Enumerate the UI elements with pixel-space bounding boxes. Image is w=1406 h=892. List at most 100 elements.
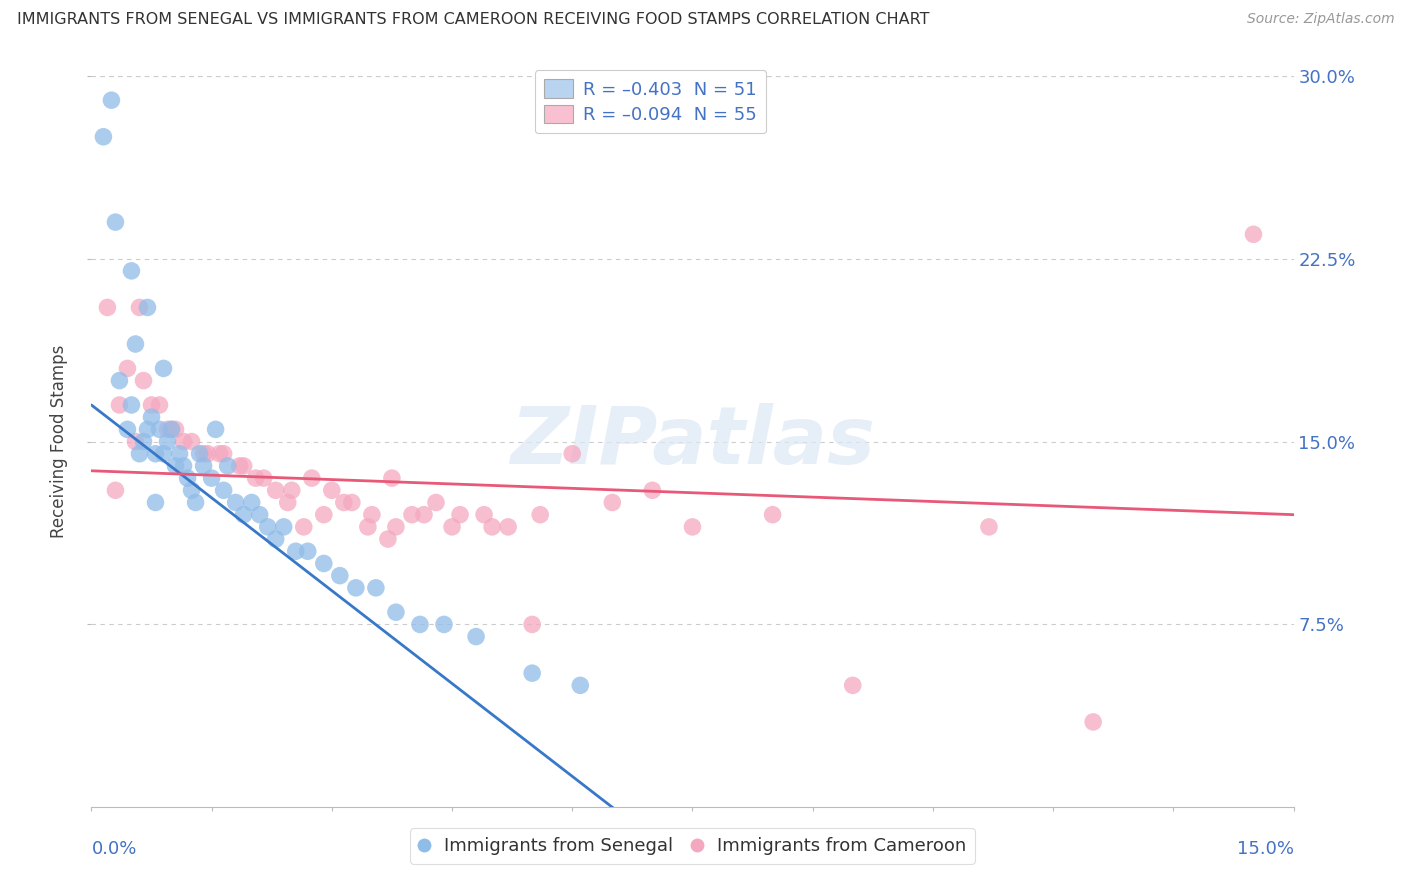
Point — [128, 447, 150, 461]
Point — [1243, 227, 1265, 242]
Point — [264, 483, 287, 498]
Point — [762, 508, 785, 522]
Point — [360, 508, 382, 522]
Point — [496, 520, 519, 534]
Point — [165, 422, 187, 436]
Point — [277, 495, 299, 509]
Point — [344, 581, 367, 595]
Point — [193, 458, 215, 473]
Point — [204, 422, 226, 436]
Point — [340, 495, 363, 509]
Point — [145, 495, 167, 509]
Point — [217, 458, 239, 473]
Point — [481, 520, 503, 534]
Point — [357, 520, 380, 534]
Point — [148, 398, 170, 412]
Point — [160, 422, 183, 436]
Point — [385, 520, 408, 534]
Point — [240, 495, 263, 509]
Point — [284, 544, 307, 558]
Point — [441, 520, 464, 534]
Point — [148, 422, 170, 436]
Point — [145, 447, 167, 461]
Y-axis label: Receiving Food Stamps: Receiving Food Stamps — [51, 345, 69, 538]
Text: 15.0%: 15.0% — [1236, 840, 1294, 858]
Point — [256, 520, 278, 534]
Point — [472, 508, 495, 522]
Point — [225, 495, 247, 509]
Point — [165, 458, 187, 473]
Point — [132, 374, 155, 388]
Point — [312, 557, 335, 571]
Point — [184, 495, 207, 509]
Point — [301, 471, 323, 485]
Point — [401, 508, 423, 522]
Point — [117, 361, 139, 376]
Point — [121, 264, 143, 278]
Point — [413, 508, 436, 522]
Point — [104, 215, 127, 229]
Point — [212, 447, 235, 461]
Point — [152, 447, 174, 461]
Point — [180, 483, 202, 498]
Point — [641, 483, 664, 498]
Point — [297, 544, 319, 558]
Point — [292, 520, 315, 534]
Point — [977, 520, 1000, 534]
Point — [132, 434, 155, 449]
Text: 0.0%: 0.0% — [91, 840, 136, 858]
Point — [602, 495, 624, 509]
Point — [449, 508, 471, 522]
Point — [93, 129, 115, 144]
Point — [156, 422, 179, 436]
Point — [232, 508, 254, 522]
Point — [108, 398, 131, 412]
Point — [141, 410, 163, 425]
Text: ZIPatlas: ZIPatlas — [510, 402, 875, 481]
Point — [197, 447, 219, 461]
Point — [108, 374, 131, 388]
Point — [377, 532, 399, 546]
Legend: Immigrants from Senegal, Immigrants from Cameroon: Immigrants from Senegal, Immigrants from… — [411, 828, 974, 864]
Point — [212, 483, 235, 498]
Point — [156, 434, 179, 449]
Point — [281, 483, 304, 498]
Point — [329, 568, 352, 582]
Point — [188, 447, 211, 461]
Point — [176, 471, 198, 485]
Point — [124, 434, 146, 449]
Point — [169, 447, 191, 461]
Point — [136, 301, 159, 315]
Point — [433, 617, 456, 632]
Point — [465, 630, 488, 644]
Point — [529, 508, 551, 522]
Point — [321, 483, 343, 498]
Point — [253, 471, 276, 485]
Point — [364, 581, 387, 595]
Point — [201, 471, 224, 485]
Point — [1083, 714, 1105, 729]
Point — [409, 617, 432, 632]
Point — [124, 337, 146, 351]
Point — [681, 520, 703, 534]
Point — [232, 458, 254, 473]
Point — [333, 495, 356, 509]
Point — [96, 301, 118, 315]
Point — [136, 422, 159, 436]
Point — [228, 458, 250, 473]
Point — [128, 301, 150, 315]
Point — [208, 447, 231, 461]
Point — [173, 434, 195, 449]
Point — [312, 508, 335, 522]
Point — [385, 605, 408, 619]
Point — [100, 93, 122, 107]
Point — [160, 422, 183, 436]
Point — [520, 666, 543, 681]
Point — [249, 508, 271, 522]
Point — [173, 458, 195, 473]
Point — [561, 447, 583, 461]
Point — [104, 483, 127, 498]
Point — [141, 398, 163, 412]
Text: IMMIGRANTS FROM SENEGAL VS IMMIGRANTS FROM CAMEROON RECEIVING FOOD STAMPS CORREL: IMMIGRANTS FROM SENEGAL VS IMMIGRANTS FR… — [17, 12, 929, 27]
Point — [425, 495, 447, 509]
